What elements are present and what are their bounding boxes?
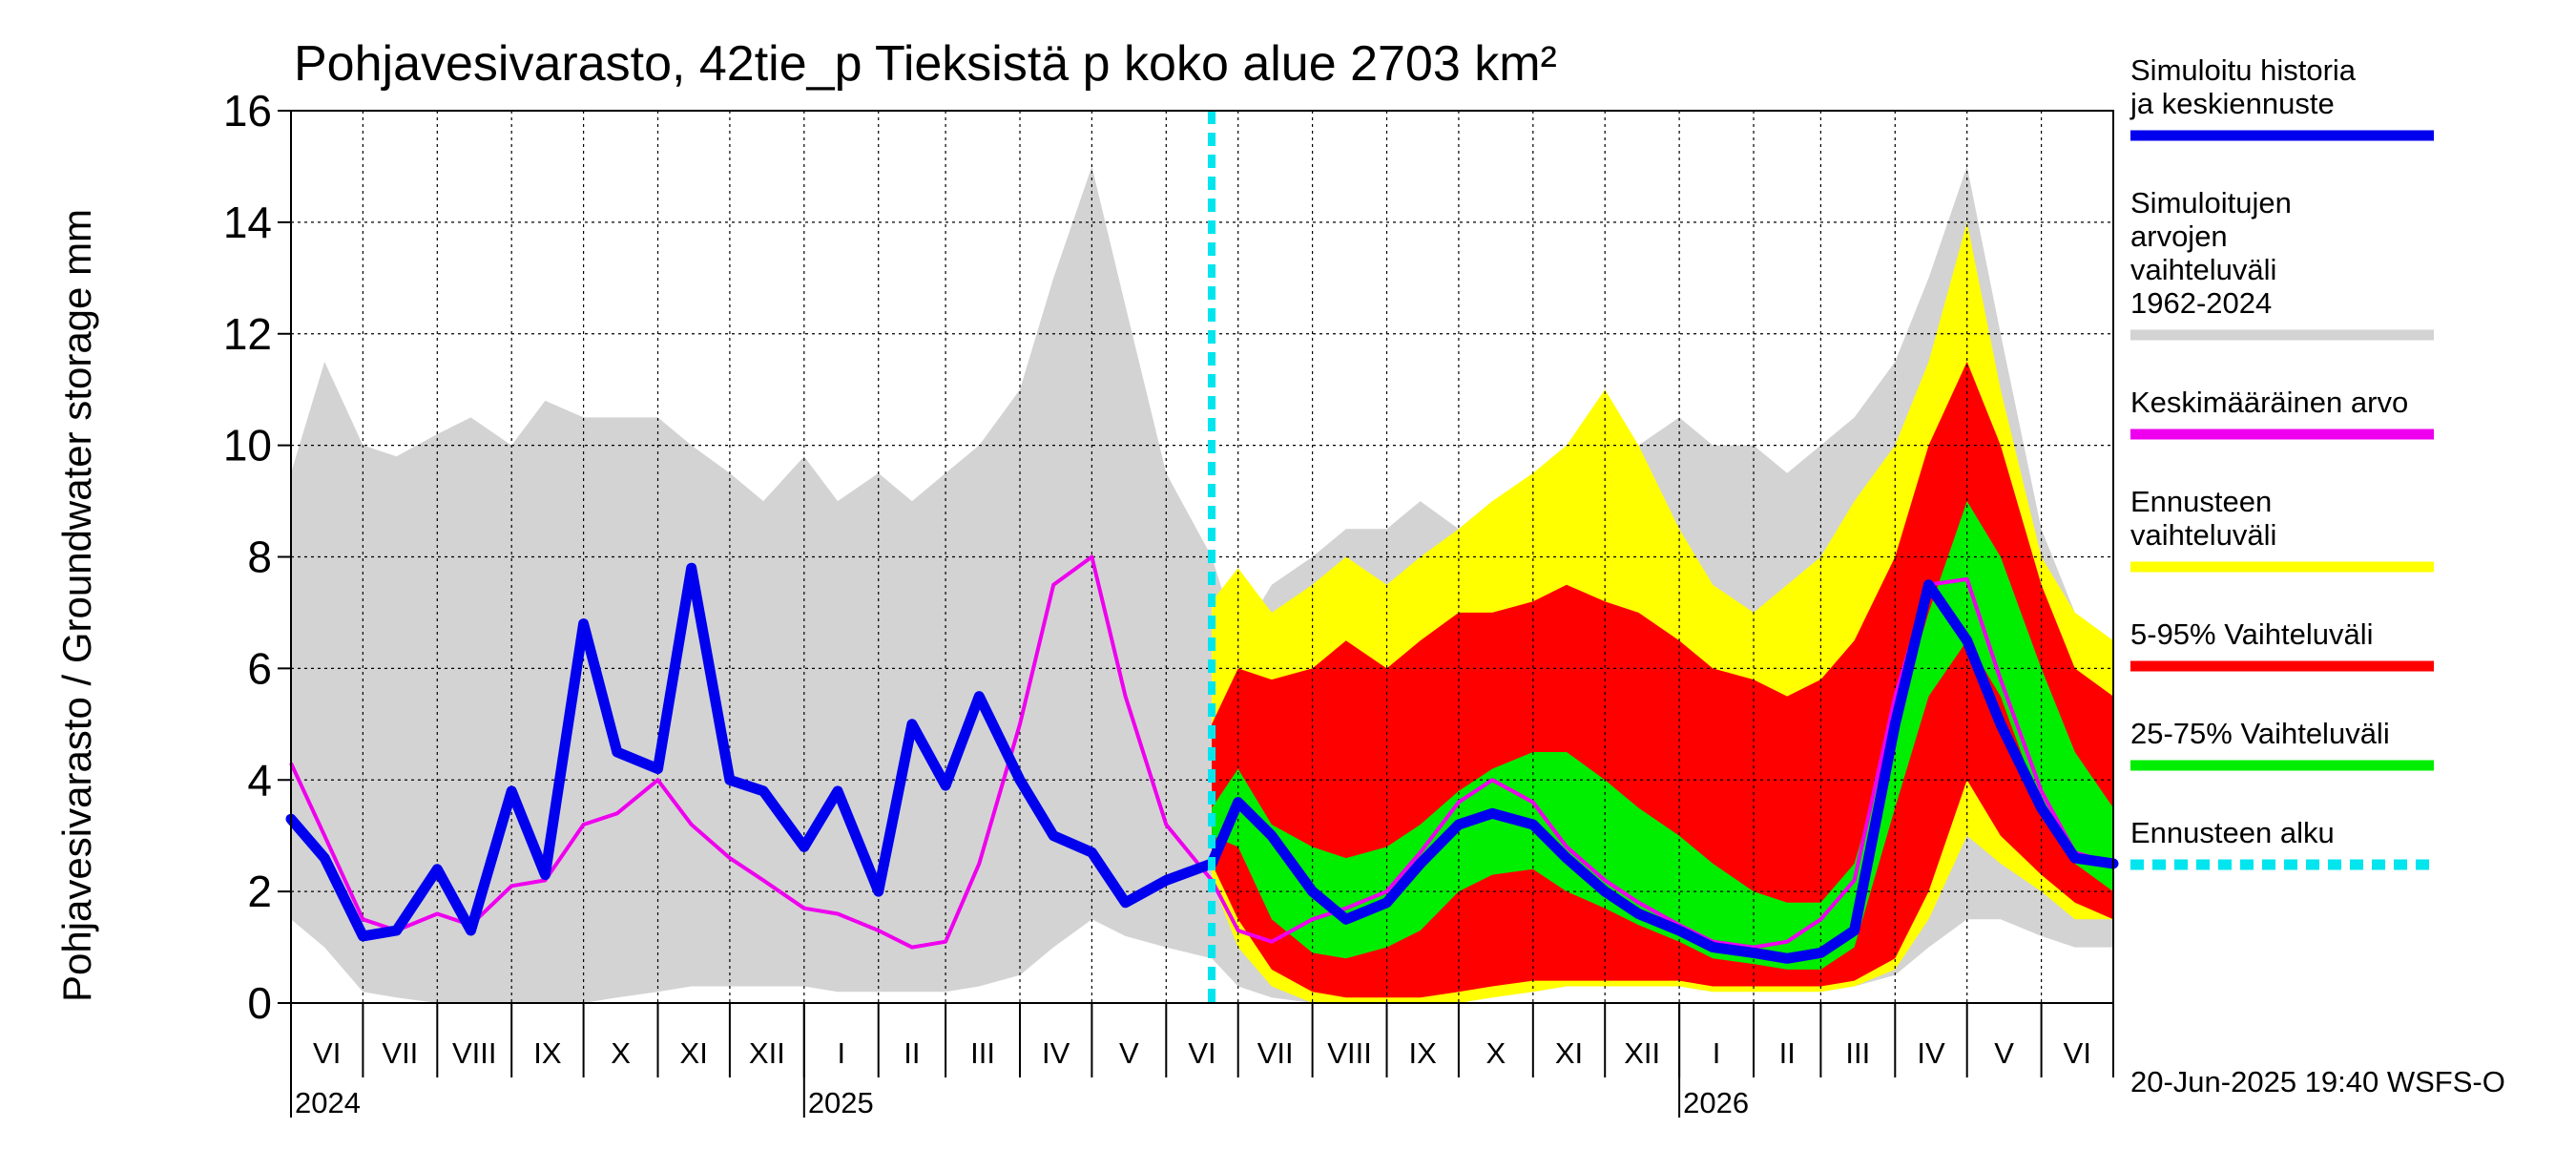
month-label: VI — [2064, 1036, 2091, 1070]
lines-layer — [285, 111, 2119, 1003]
month-label: V — [1994, 1036, 2014, 1070]
month-label: I — [837, 1036, 845, 1070]
footer-timestamp: 20-Jun-2025 19:40 WSFS-O — [2130, 1065, 2505, 1098]
y-tick-label: 2 — [247, 867, 272, 916]
y-tick-label: 6 — [247, 643, 272, 693]
month-label: X — [611, 1036, 631, 1070]
legend: Simuloitu historia ja keskiennuste Simuloi… — [2129, 53, 2434, 870]
legend-label-p5_95: 5-95% Vaihteluväli — [2130, 617, 2373, 651]
month-label: VI — [313, 1036, 341, 1070]
y-tick-label: 8 — [247, 533, 272, 582]
legend-label-range: Simuloitujen arvojen vaihteluväli 1962-2024 — [2130, 186, 2292, 320]
month-label: VIII — [452, 1036, 497, 1070]
month-label: VI — [1188, 1036, 1215, 1070]
legend-label-start: Ennusteen alku — [2130, 816, 2335, 849]
month-label: III — [970, 1036, 995, 1070]
bands-layer — [291, 166, 2113, 1003]
month-label: V — [1119, 1036, 1139, 1070]
month-label: VIII — [1327, 1036, 1372, 1070]
year-label: 2024 — [295, 1086, 361, 1119]
month-label: VII — [382, 1036, 418, 1070]
y-tick-label: 16 — [223, 86, 272, 136]
y-tick-label: 10 — [223, 421, 272, 470]
year-label: 2025 — [808, 1086, 874, 1119]
chart-title: Pohjavesivarasto, 42tie_p Tieksistä p ko… — [294, 36, 1557, 92]
legend-label-history: Simuloitu historia ja keskiennuste — [2129, 53, 2357, 120]
month-label: IX — [1409, 1036, 1438, 1070]
month-label: XII — [1624, 1036, 1660, 1070]
y-tick-label: 4 — [247, 755, 272, 805]
month-label: XI — [680, 1036, 708, 1070]
legend-label-mean: Keskimääräinen arvo — [2130, 386, 2408, 419]
month-label: X — [1486, 1036, 1506, 1070]
month-label: IX — [533, 1036, 562, 1070]
month-label: VII — [1257, 1036, 1294, 1070]
legend-label-p25_75: 25-75% Vaihteluväli — [2130, 717, 2390, 750]
month-label: XII — [749, 1036, 785, 1070]
month-label: III — [1845, 1036, 1870, 1070]
y-tick-label: 12 — [223, 309, 272, 359]
month-label: IV — [1042, 1036, 1070, 1070]
month-label: I — [1713, 1036, 1721, 1070]
year-label: 2026 — [1683, 1086, 1749, 1119]
y-axis-label: Pohjavesivarasto / Groundwater storage m… — [54, 209, 99, 1002]
grid-layer — [291, 111, 2113, 1003]
month-label: IV — [1917, 1036, 1945, 1070]
y-tick-label: 0 — [247, 978, 272, 1028]
month-label: II — [904, 1036, 920, 1070]
legend-label-ens: Ennusteen vaihteluväli — [2130, 485, 2276, 552]
month-label: XI — [1555, 1036, 1583, 1070]
month-label: II — [1779, 1036, 1796, 1070]
y-tick-label: 14 — [223, 198, 272, 247]
